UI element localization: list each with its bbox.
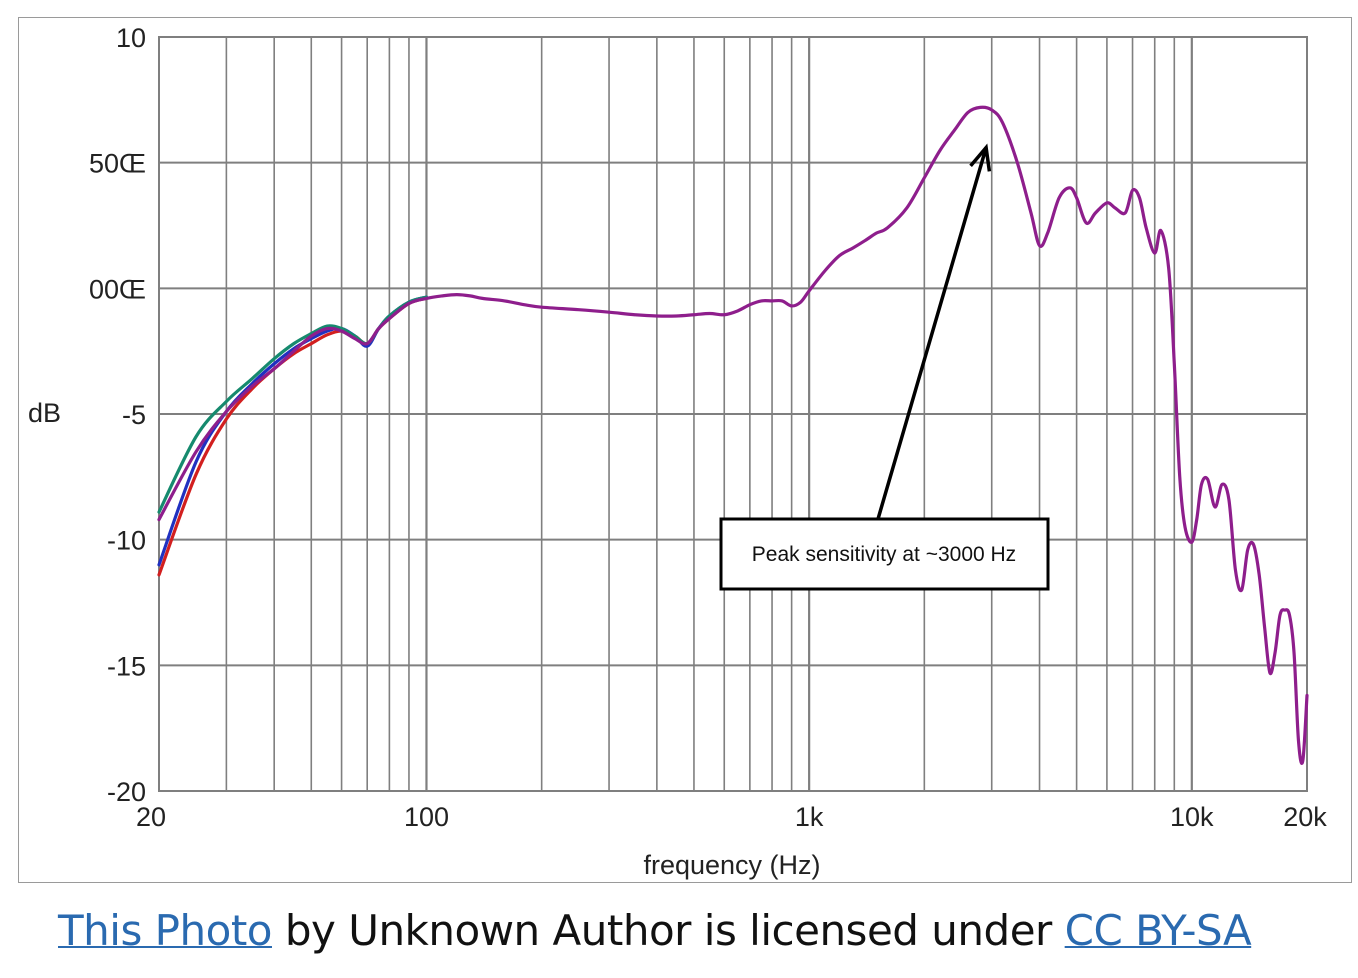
- series-line: [157, 296, 429, 577]
- x-tick-label: 20: [136, 802, 166, 832]
- license-link[interactable]: CC BY-SA: [1064, 906, 1252, 955]
- x-axis-label: frequency (Hz): [643, 850, 820, 880]
- y-tick-label: -20: [107, 777, 146, 807]
- y-tick-label: -15: [107, 651, 146, 681]
- photo-link[interactable]: This Photo: [58, 906, 272, 955]
- plot-area-border: [158, 36, 1308, 792]
- x-tick-labels: 20 100 1k 10k 20k: [136, 802, 1327, 832]
- y-tick-label: -5: [122, 400, 146, 430]
- attribution-text: by Unknown Author is licensed under: [271, 906, 1065, 955]
- annotation-box: [719, 517, 1050, 591]
- annotation-text: Peak sensitivity at ~3000 Hz: [752, 543, 1016, 566]
- y-tick-label: 50Œ: [89, 149, 146, 179]
- y-tick-label: -10: [107, 526, 146, 556]
- x-tick-label: 100: [404, 802, 449, 832]
- annotation: Peak sensitivity at ~3000 Hz: [719, 143, 1050, 591]
- major-gridlines: [159, 36, 1307, 792]
- annotation-arrow-line: [876, 147, 988, 520]
- image-attribution: This Photo by Unknown Author is licensed…: [58, 906, 1252, 955]
- x-tick-label: 10k: [1170, 802, 1214, 832]
- frequency-response-chart: 10 50Œ 00Œ -5 -10 -15 -20 20 100 1k 10k 20k dB fre…: [28, 23, 1327, 880]
- y-tick-label: 10: [116, 23, 146, 53]
- chart-frame: [18, 17, 1352, 883]
- annotation-arrow-head: [969, 143, 992, 172]
- y-tick-labels: 10 50Œ 00Œ -5 -10 -15 -20: [89, 23, 146, 807]
- x-tick-label: 20k: [1283, 802, 1327, 832]
- series-line: [157, 105, 1309, 766]
- y-tick-label: 00Œ: [89, 274, 146, 304]
- y-axis-label: dB: [28, 398, 61, 428]
- series-line: [157, 295, 429, 514]
- series-layer: [157, 105, 1309, 766]
- x-tick-label: 1k: [795, 802, 824, 832]
